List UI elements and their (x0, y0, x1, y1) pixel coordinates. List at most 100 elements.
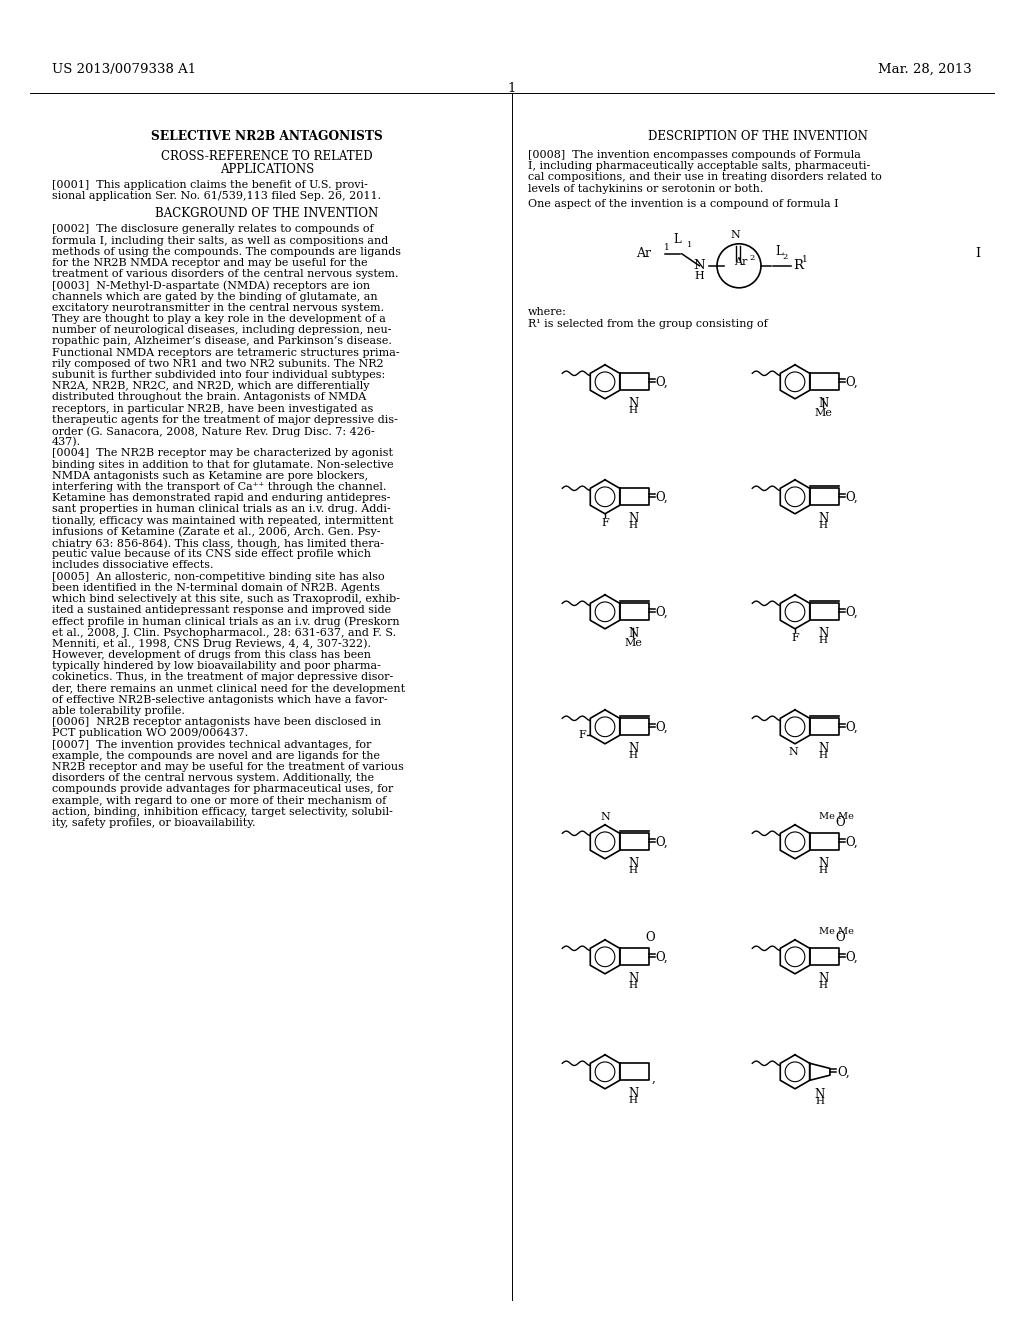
Text: cokinetics. Thus, in the treatment of major depressive disor-: cokinetics. Thus, in the treatment of ma… (52, 672, 393, 682)
Text: O,: O, (846, 836, 858, 849)
Text: APPLICATIONS: APPLICATIONS (220, 162, 314, 176)
Text: effect profile in human clinical trials as an i.v. drug (Preskorn: effect profile in human clinical trials … (52, 616, 399, 627)
Polygon shape (590, 595, 620, 628)
Polygon shape (590, 364, 620, 399)
Text: example, with regard to one or more of their mechanism of: example, with regard to one or more of t… (52, 796, 386, 805)
Text: •: • (835, 933, 839, 939)
Polygon shape (810, 488, 839, 506)
Text: 2: 2 (782, 253, 787, 261)
Text: formula I, including their salts, as well as compositions and: formula I, including their salts, as wel… (52, 235, 388, 246)
Text: of effective NR2B-selective antagonists which have a favor-: of effective NR2B-selective antagonists … (52, 694, 388, 705)
Text: channels which are gated by the binding of glutamate, an: channels which are gated by the binding … (52, 292, 378, 301)
Text: One aspect of the invention is a compound of formula I: One aspect of the invention is a compoun… (528, 199, 839, 209)
Text: SELECTIVE NR2B ANTAGONISTS: SELECTIVE NR2B ANTAGONISTS (152, 129, 383, 143)
Text: O,: O, (846, 950, 858, 964)
Text: tionally, efficacy was maintained with repeated, intermittent: tionally, efficacy was maintained with r… (52, 516, 393, 525)
Text: H: H (629, 866, 638, 875)
Text: ity, safety profiles, or bioavailability.: ity, safety profiles, or bioavailability… (52, 818, 256, 828)
Text: Functional NMDA receptors are tetrameric structures prima-: Functional NMDA receptors are tetrameric… (52, 347, 399, 358)
Text: O,: O, (655, 836, 669, 849)
Text: CROSS-REFERENCE TO RELATED: CROSS-REFERENCE TO RELATED (161, 150, 373, 162)
Text: H: H (629, 981, 638, 990)
Text: order (G. Sanacora, 2008, Nature Rev. Drug Disc. 7: 426-: order (G. Sanacora, 2008, Nature Rev. Dr… (52, 426, 375, 437)
Text: O,: O, (846, 375, 858, 388)
Text: H: H (629, 1097, 638, 1105)
Text: [0006]  NR2B receptor antagonists have been disclosed in: [0006] NR2B receptor antagonists have be… (52, 717, 381, 727)
Text: therapeutic agents for the treatment of major depressive dis-: therapeutic agents for the treatment of … (52, 414, 398, 425)
Text: O,: O, (837, 1065, 850, 1078)
Polygon shape (620, 374, 648, 391)
Text: levels of tachykinins or serotonin or both.: levels of tachykinins or serotonin or bo… (528, 183, 763, 194)
Text: DESCRIPTION OF THE INVENTION: DESCRIPTION OF THE INVENTION (648, 129, 868, 143)
Text: PCT publication WO 2009/006437.: PCT publication WO 2009/006437. (52, 729, 248, 738)
Text: NR2B receptor and may be useful for the treatment of various: NR2B receptor and may be useful for the … (52, 762, 403, 772)
Polygon shape (620, 718, 648, 735)
Polygon shape (590, 479, 620, 513)
Text: N: N (628, 512, 638, 525)
Text: NMDA antagonists such as Ketamine are pore blockers,: NMDA antagonists such as Ketamine are po… (52, 471, 368, 480)
Polygon shape (620, 1064, 648, 1080)
Text: [0008]  The invention encompasses compounds of Formula: [0008] The invention encompasses compoun… (528, 150, 861, 160)
Text: O,: O, (655, 606, 669, 618)
Text: der, there remains an unmet clinical need for the development: der, there remains an unmet clinical nee… (52, 684, 406, 693)
Polygon shape (620, 603, 648, 620)
Text: H: H (818, 636, 827, 645)
Text: L: L (673, 232, 681, 246)
Text: They are thought to play a key role in the development of a: They are thought to play a key role in t… (52, 314, 386, 323)
Text: which bind selectively at this site, such as Traxoprodil, exhib-: which bind selectively at this site, suc… (52, 594, 400, 605)
Text: F: F (601, 517, 609, 528)
Text: Me Me: Me Me (819, 812, 854, 821)
Polygon shape (590, 940, 620, 974)
Text: N: N (628, 857, 638, 870)
Text: N: N (628, 627, 638, 640)
Text: H: H (629, 521, 638, 531)
Text: binding sites in addition to that for glutamate. Non-selective: binding sites in addition to that for gl… (52, 459, 393, 470)
Text: [0004]  The NR2B receptor may be characterized by agonist: [0004] The NR2B receptor may be characte… (52, 449, 393, 458)
Text: ited a sustained antidepressant response and improved side: ited a sustained antidepressant response… (52, 605, 391, 615)
Text: compounds provide advantages for pharmaceutical uses, for: compounds provide advantages for pharmac… (52, 784, 393, 795)
Text: L: L (775, 244, 782, 257)
Text: N: N (730, 230, 740, 240)
Text: O,: O, (846, 721, 858, 734)
Polygon shape (810, 603, 839, 620)
Text: •: • (835, 818, 839, 824)
Text: 2: 2 (749, 253, 755, 261)
Text: number of neurological diseases, including depression, neu-: number of neurological diseases, includi… (52, 325, 391, 335)
Text: O: O (836, 932, 846, 944)
Text: I, including pharmaceutically acceptable salts, pharmaceuti-: I, including pharmaceutically acceptable… (528, 161, 870, 172)
Text: 1: 1 (508, 82, 516, 95)
Text: N: N (818, 973, 828, 985)
Text: 1: 1 (802, 255, 808, 264)
Text: been identified in the N-terminal domain of NR2B. Agents: been identified in the N-terminal domain… (52, 583, 380, 593)
Text: infusions of Ketamine (Zarate et al., 2006, Arch. Gen. Psy-: infusions of Ketamine (Zarate et al., 20… (52, 527, 381, 537)
Text: N: N (818, 627, 828, 640)
Text: H: H (818, 866, 827, 875)
Text: N: N (818, 857, 828, 870)
Text: Ar: Ar (636, 247, 651, 260)
Text: O,: O, (655, 490, 669, 503)
Text: N: N (818, 512, 828, 525)
Text: N: N (815, 1088, 825, 1101)
Text: Mar. 28, 2013: Mar. 28, 2013 (879, 63, 972, 77)
Polygon shape (620, 488, 648, 506)
Text: O,: O, (846, 606, 858, 618)
Text: Me: Me (625, 639, 642, 648)
Text: ropathic pain, Alzheimer’s disease, and Parkinson’s disease.: ropathic pain, Alzheimer’s disease, and … (52, 337, 392, 346)
Text: N: N (818, 742, 828, 755)
Text: H: H (629, 407, 638, 416)
Text: et al., 2008, J. Clin. Psychopharmacol., 28: 631-637, and F. S.: et al., 2008, J. Clin. Psychopharmacol.,… (52, 627, 396, 638)
Polygon shape (590, 1055, 620, 1089)
Text: N: N (628, 973, 638, 985)
Text: R: R (793, 259, 803, 272)
Text: N: N (693, 259, 706, 272)
Text: peutic value because of its CNS side effect profile which: peutic value because of its CNS side eff… (52, 549, 371, 560)
Text: chiatry 63: 856-864). This class, though, has limited thera-: chiatry 63: 856-864). This class, though… (52, 539, 384, 549)
Text: H: H (818, 981, 827, 990)
Text: NR2A, NR2B, NR2C, and NR2D, which are differentially: NR2A, NR2B, NR2C, and NR2D, which are di… (52, 381, 370, 391)
Text: I: I (975, 247, 980, 260)
Text: H: H (818, 751, 827, 760)
Text: [0001]  This application claims the benefit of U.S. provi-: [0001] This application claims the benef… (52, 180, 368, 190)
Text: Ketamine has demonstrated rapid and enduring antidepres-: Ketamine has demonstrated rapid and endu… (52, 494, 390, 503)
Text: However, development of drugs from this class has been: However, development of drugs from this … (52, 649, 371, 660)
Text: O,: O, (846, 490, 858, 503)
